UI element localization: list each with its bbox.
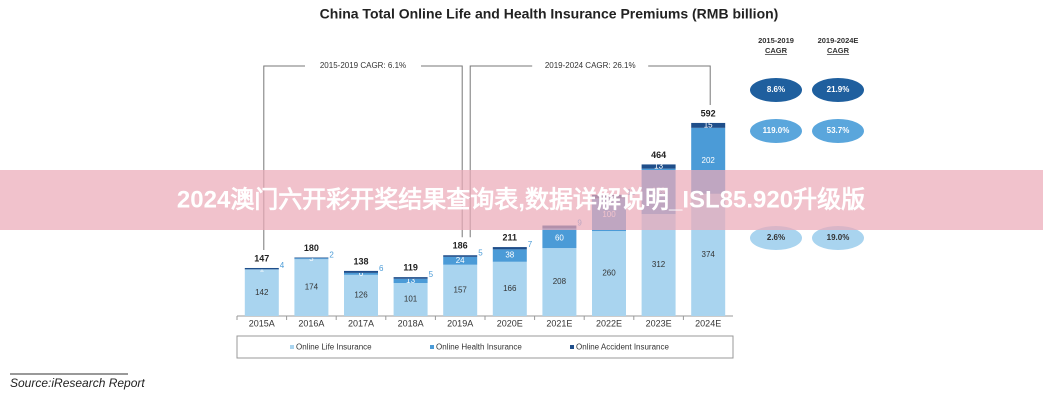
value-label: 6 [379, 264, 384, 273]
bar-segment [592, 231, 626, 316]
bar-segment [641, 164, 676, 169]
bar-segment [294, 257, 329, 259]
bar-segment [443, 256, 478, 265]
value-label: 374 [702, 250, 716, 259]
cagr-value: 8.6% [767, 85, 785, 94]
total-label: 180 [304, 243, 319, 253]
value-label: 208 [553, 277, 567, 286]
x-tick-label: 2015A [249, 318, 275, 328]
value-label: 4 [280, 261, 285, 270]
x-tick-label: 2018A [398, 318, 424, 328]
legend-label: Online Life Insurance [296, 343, 372, 352]
legend-swatch [430, 345, 434, 349]
value-label: 174 [305, 283, 319, 292]
total-label: 211 [503, 232, 518, 242]
source: Source:iResearch Report [10, 376, 145, 390]
legend-label: Online Health Insurance [436, 343, 522, 352]
cagr-header: CAGR [765, 46, 788, 55]
value-label: 126 [354, 291, 368, 300]
bar-segment [244, 269, 279, 316]
bracket-label-bg [532, 60, 649, 72]
bar-segment [443, 264, 478, 316]
bar-segment [542, 228, 577, 249]
cagr-badge [812, 119, 864, 143]
value-label: 202 [702, 156, 716, 165]
bar-segment [393, 283, 428, 316]
cagr-value: 53.7% [827, 126, 850, 135]
value-label: 5 [429, 270, 434, 279]
bar-segment [294, 258, 329, 260]
total-label: 119 [403, 263, 418, 273]
value-label: 13 [406, 276, 415, 285]
value-label: 312 [652, 260, 666, 269]
value-label: 38 [505, 251, 514, 260]
bracket-label: 2019-2024 CAGR: 26.1% [545, 61, 636, 70]
total-label: 464 [651, 150, 666, 160]
cagr-value: 21.9% [827, 85, 850, 94]
total-label: 138 [353, 256, 368, 266]
cagr-badge [812, 78, 864, 102]
bar-segment [244, 267, 279, 270]
total-label: 186 [453, 241, 468, 251]
cagr-header: CAGR [827, 46, 850, 55]
legend-box [236, 335, 734, 359]
bracket-label: 2015-2019 CAGR: 6.1% [320, 61, 406, 70]
x-tick-label: 2020E [497, 318, 523, 328]
bar-segment [492, 261, 527, 316]
cagr-badge [750, 78, 802, 102]
bar-segment [443, 255, 478, 257]
value-label: 101 [404, 295, 418, 304]
total-label: 147 [254, 253, 269, 263]
value-label: 24 [456, 256, 465, 265]
value-label: 5 [478, 248, 483, 257]
x-tick-label: 2021E [546, 318, 572, 328]
bar-segment [542, 248, 577, 316]
value-label: 166 [503, 284, 517, 293]
banner-text: 2024澳门六开彩开奖结果查询表,数据详解说明_ISL85.920升级版 [177, 185, 865, 213]
value-label: 142 [255, 288, 269, 297]
legend-swatch [290, 345, 294, 349]
cagr-badge [812, 226, 864, 250]
value-label: 15 [704, 120, 713, 129]
cagr-value: 2.6% [767, 233, 785, 242]
value-label: 3 [309, 254, 314, 263]
value-label: 6 [359, 269, 364, 278]
cagr-badge [750, 119, 802, 143]
x-tick-label: 2019A [447, 318, 473, 328]
value-label: 2 [329, 251, 334, 260]
value-label: 157 [454, 285, 468, 294]
chart-title: China Total Online Life and Health Insur… [320, 6, 779, 22]
x-tick-label: 2016A [298, 318, 324, 328]
cagr-value: 119.0% [763, 126, 790, 135]
bar-segment [344, 272, 378, 275]
total-label: 592 [701, 108, 716, 118]
x-tick-label: 2017A [348, 318, 374, 328]
legend-label: Online Accident Insurance [576, 343, 669, 352]
cagr-header: 2019-2024E [818, 36, 859, 45]
x-tick-label: 2022E [596, 318, 622, 328]
bar-segment [393, 278, 428, 284]
bracket-label-bg [305, 60, 421, 72]
value-label: 260 [602, 269, 616, 278]
cagr-header: 2015-2019 [758, 36, 794, 45]
bar-segment [344, 274, 378, 316]
cagr-badge [750, 226, 802, 250]
bar-segment [344, 270, 378, 273]
x-tick-label: 2024E [695, 318, 721, 328]
x-tick-label: 2023E [646, 318, 672, 328]
legend-swatch [570, 345, 574, 349]
value-label: 7 [528, 240, 533, 249]
cagr-value: 19.0% [827, 233, 850, 242]
bar-segment [492, 249, 527, 262]
value-label: 60 [555, 233, 564, 242]
bar-segment [393, 277, 428, 279]
bar-segment [691, 122, 726, 128]
value-label: 13 [654, 162, 663, 171]
bar-segment [294, 259, 329, 316]
banner [0, 170, 1043, 230]
bar-segment [492, 247, 527, 250]
bar-segment [641, 214, 676, 316]
